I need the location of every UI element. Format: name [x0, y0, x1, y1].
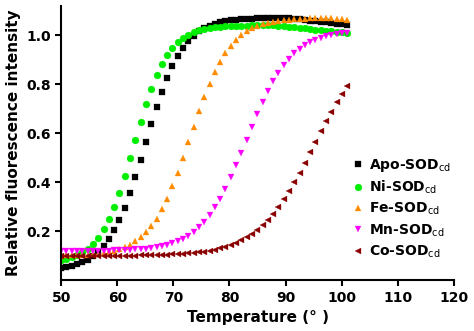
Line: Mn-SOD$_{\mathrm{cd}}$: Mn-SOD$_{\mathrm{cd}}$ — [58, 29, 351, 255]
Co-SOD$_{\mathrm{cd}}$ — [127, 254, 133, 258]
Line: Co-SOD$_{\mathrm{cd}}$: Co-SOD$_{\mathrm{cd}}$ — [58, 83, 351, 260]
Apo-SOD$_{\mathrm{cd}}$ — [318, 20, 324, 24]
Ni-SOD$_{\mathrm{cd}}$ — [90, 242, 96, 246]
X-axis label: Temperature (° ): Temperature (° ) — [186, 310, 328, 325]
Legend: Apo-SOD$_{\mathrm{cd}}$, Ni-SOD$_{\mathrm{cd}}$, Fe-SOD$_{\mathrm{cd}}$, Mn-SOD$: Apo-SOD$_{\mathrm{cd}}$, Ni-SOD$_{\mathr… — [352, 157, 451, 260]
Mn-SOD$_{\mathrm{cd}}$ — [127, 248, 133, 252]
Co-SOD$_{\mathrm{cd}}$ — [339, 92, 345, 96]
Ni-SOD$_{\mathrm{cd}}$ — [270, 23, 276, 27]
Fe-SOD$_{\mathrm{cd}}$ — [323, 16, 329, 20]
Fe-SOD$_{\mathrm{cd}}$ — [345, 18, 350, 22]
Apo-SOD$_{\mathrm{cd}}$ — [281, 16, 287, 20]
Ni-SOD$_{\mathrm{cd}}$ — [345, 31, 350, 35]
Co-SOD$_{\mathrm{cd}}$ — [90, 254, 96, 258]
Mn-SOD$_{\mathrm{cd}}$ — [58, 249, 64, 253]
Co-SOD$_{\mathrm{cd}}$ — [164, 253, 170, 257]
Mn-SOD$_{\mathrm{cd}}$ — [90, 249, 96, 253]
Apo-SOD$_{\mathrm{cd}}$ — [58, 266, 64, 270]
Fe-SOD$_{\mathrm{cd}}$ — [164, 197, 170, 201]
Mn-SOD$_{\mathrm{cd}}$ — [313, 38, 319, 42]
Fe-SOD$_{\mathrm{cd}}$ — [127, 243, 133, 247]
Ni-SOD$_{\mathrm{cd}}$ — [318, 28, 324, 32]
Mn-SOD$_{\mathrm{cd}}$ — [339, 31, 345, 35]
Fe-SOD$_{\mathrm{cd}}$ — [111, 249, 117, 253]
Apo-SOD$_{\mathrm{cd}}$ — [90, 254, 96, 258]
Fe-SOD$_{\mathrm{cd}}$ — [313, 16, 319, 20]
Apo-SOD$_{\mathrm{cd}}$ — [111, 228, 117, 232]
Ni-SOD$_{\mathrm{cd}}$ — [127, 156, 133, 160]
Co-SOD$_{\mathrm{cd}}$ — [111, 254, 117, 258]
Apo-SOD$_{\mathrm{cd}}$ — [127, 191, 133, 195]
Y-axis label: Relative fluorescence intensity: Relative fluorescence intensity — [6, 10, 20, 276]
Mn-SOD$_{\mathrm{cd}}$ — [345, 30, 350, 34]
Co-SOD$_{\mathrm{cd}}$ — [313, 140, 319, 144]
Apo-SOD$_{\mathrm{cd}}$ — [339, 22, 345, 26]
Line: Apo-SOD$_{\mathrm{cd}}$: Apo-SOD$_{\mathrm{cd}}$ — [58, 15, 351, 271]
Line: Fe-SOD$_{\mathrm{cd}}$: Fe-SOD$_{\mathrm{cd}}$ — [58, 15, 351, 259]
Co-SOD$_{\mathrm{cd}}$ — [345, 84, 350, 88]
Line: Ni-SOD$_{\mathrm{cd}}$: Ni-SOD$_{\mathrm{cd}}$ — [58, 22, 351, 263]
Ni-SOD$_{\mathrm{cd}}$ — [339, 30, 345, 34]
Fe-SOD$_{\mathrm{cd}}$ — [58, 254, 64, 258]
Apo-SOD$_{\mathrm{cd}}$ — [345, 23, 350, 27]
Fe-SOD$_{\mathrm{cd}}$ — [90, 252, 96, 256]
Mn-SOD$_{\mathrm{cd}}$ — [164, 243, 170, 247]
Ni-SOD$_{\mathrm{cd}}$ — [58, 258, 64, 262]
Apo-SOD$_{\mathrm{cd}}$ — [164, 76, 170, 80]
Fe-SOD$_{\mathrm{cd}}$ — [339, 17, 345, 21]
Co-SOD$_{\mathrm{cd}}$ — [58, 254, 64, 258]
Ni-SOD$_{\mathrm{cd}}$ — [111, 205, 117, 209]
Mn-SOD$_{\mathrm{cd}}$ — [111, 249, 117, 253]
Ni-SOD$_{\mathrm{cd}}$ — [164, 53, 170, 57]
